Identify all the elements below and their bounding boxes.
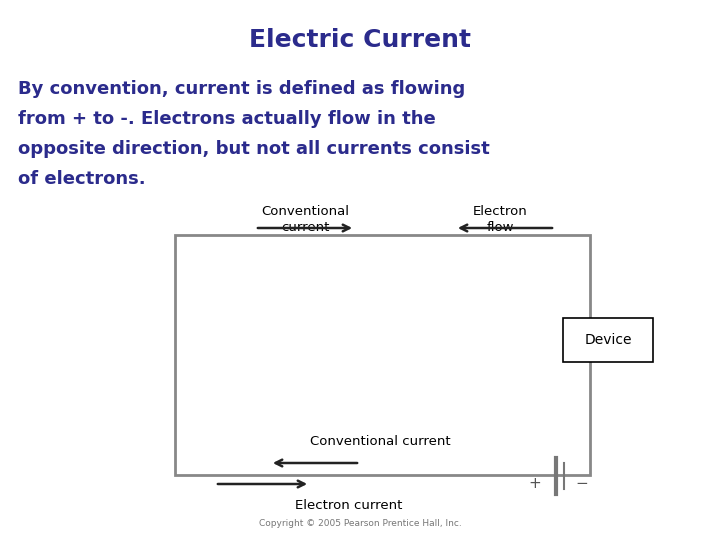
Text: Electron
flow: Electron flow bbox=[472, 205, 527, 234]
Text: Conventional current: Conventional current bbox=[310, 435, 451, 448]
Text: +: + bbox=[528, 476, 541, 491]
Text: of electrons.: of electrons. bbox=[18, 170, 145, 188]
Text: from + to -. Electrons actually flow in the: from + to -. Electrons actually flow in … bbox=[18, 110, 436, 128]
Text: opposite direction, but not all currents consist: opposite direction, but not all currents… bbox=[18, 140, 490, 158]
Text: Electron current: Electron current bbox=[295, 499, 402, 512]
Text: Electric Current: Electric Current bbox=[249, 28, 471, 52]
Text: By convention, current is defined as flowing: By convention, current is defined as flo… bbox=[18, 80, 465, 98]
Bar bbox=[563, 318, 653, 362]
Text: Device: Device bbox=[584, 333, 631, 347]
Text: −: − bbox=[575, 476, 588, 491]
Text: Copyright © 2005 Pearson Prentice Hall, Inc.: Copyright © 2005 Pearson Prentice Hall, … bbox=[258, 519, 462, 528]
Bar bbox=[175, 235, 590, 475]
Text: Conventional
current: Conventional current bbox=[261, 205, 349, 234]
